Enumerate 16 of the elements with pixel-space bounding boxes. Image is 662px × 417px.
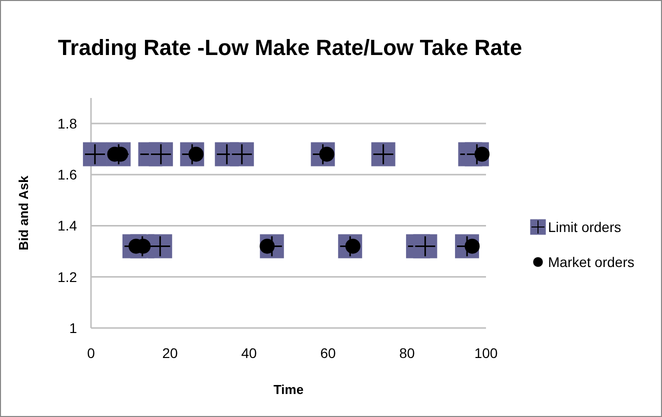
x-axis-title: Time <box>273 382 304 397</box>
x-tick-label: 60 <box>320 345 336 361</box>
y-tick-label: 1 <box>69 320 78 336</box>
y-tick-label: 1.2 <box>58 268 78 285</box>
x-tick-label: 80 <box>399 345 415 361</box>
legend-label: Limit orders <box>548 218 622 235</box>
chart-title: Trading Rate -Low Make Rate/Low Take Rate <box>58 35 522 60</box>
legend-label: Market orders <box>548 254 634 270</box>
x-tick-label: 100 <box>474 345 498 361</box>
y-axis-title: Bid and Ask <box>16 174 31 250</box>
y-tick-label: 1.8 <box>58 115 78 132</box>
y-tick-label: 1.6 <box>58 166 78 183</box>
x-tick-label: 40 <box>241 345 257 361</box>
y-tick-label: 1.4 <box>58 218 78 234</box>
x-tick-label: 20 <box>162 345 178 361</box>
x-tick-label: 0 <box>87 345 96 361</box>
